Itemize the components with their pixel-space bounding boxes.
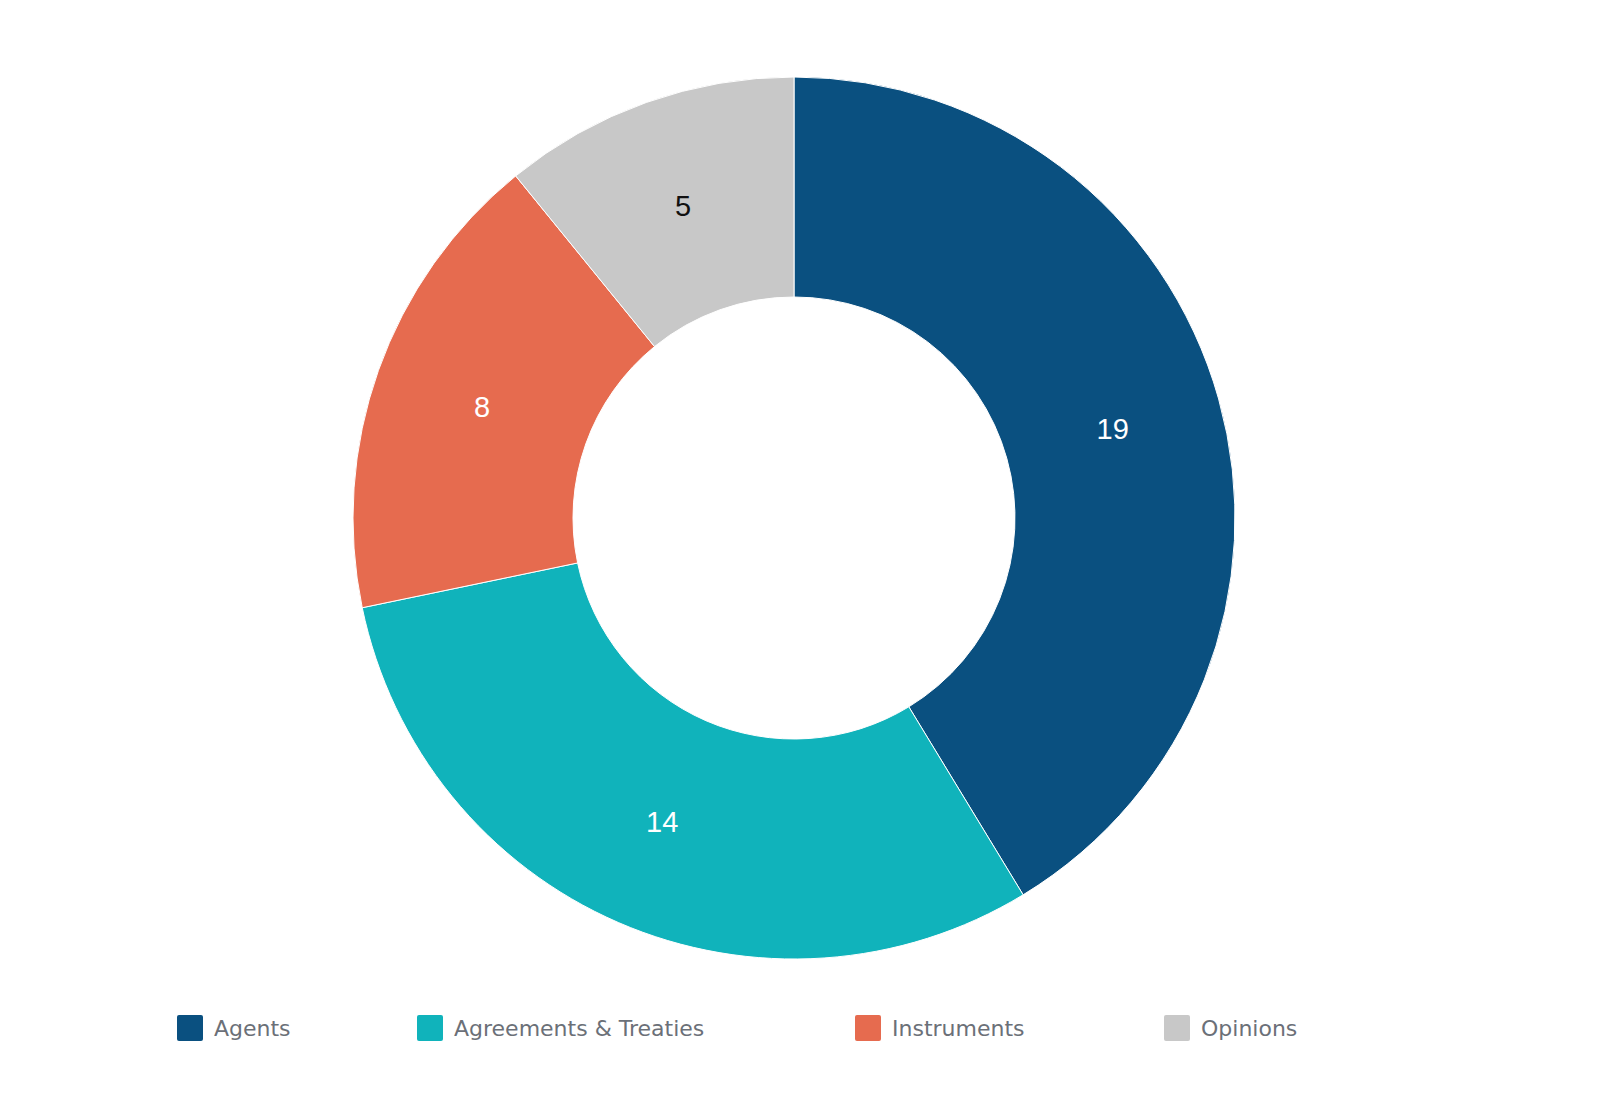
data-label: 19 — [1097, 413, 1129, 445]
legend-label: Instruments — [892, 1016, 1025, 1041]
data-label: 8 — [474, 391, 490, 423]
legend-swatch — [417, 1015, 443, 1041]
data-label: 14 — [646, 806, 678, 838]
data-labels: 19 14 8 5 — [474, 190, 1129, 837]
plot — [353, 77, 1235, 959]
chart: 19 14 8 5 Agents Agreements & Treaties Instrum… — [0, 0, 1600, 1116]
legend-swatch — [177, 1015, 203, 1041]
legend: Agents Agreements & Treaties Instruments Op… — [177, 1015, 1297, 1041]
data-label: 5 — [675, 190, 691, 222]
slice — [516, 77, 794, 347]
slice — [362, 563, 1023, 959]
legend-item: Instruments — [855, 1015, 1025, 1041]
legend-label: Agents — [214, 1016, 291, 1041]
legend-item: Agents — [177, 1015, 291, 1041]
legend-swatch — [855, 1015, 881, 1041]
legend-label: Agreements & Treaties — [454, 1016, 704, 1041]
legend-item: Opinions — [1164, 1015, 1297, 1041]
legend-swatch — [1164, 1015, 1190, 1041]
legend-label: Opinions — [1201, 1016, 1297, 1041]
legend-item: Agreements & Treaties — [417, 1015, 704, 1041]
